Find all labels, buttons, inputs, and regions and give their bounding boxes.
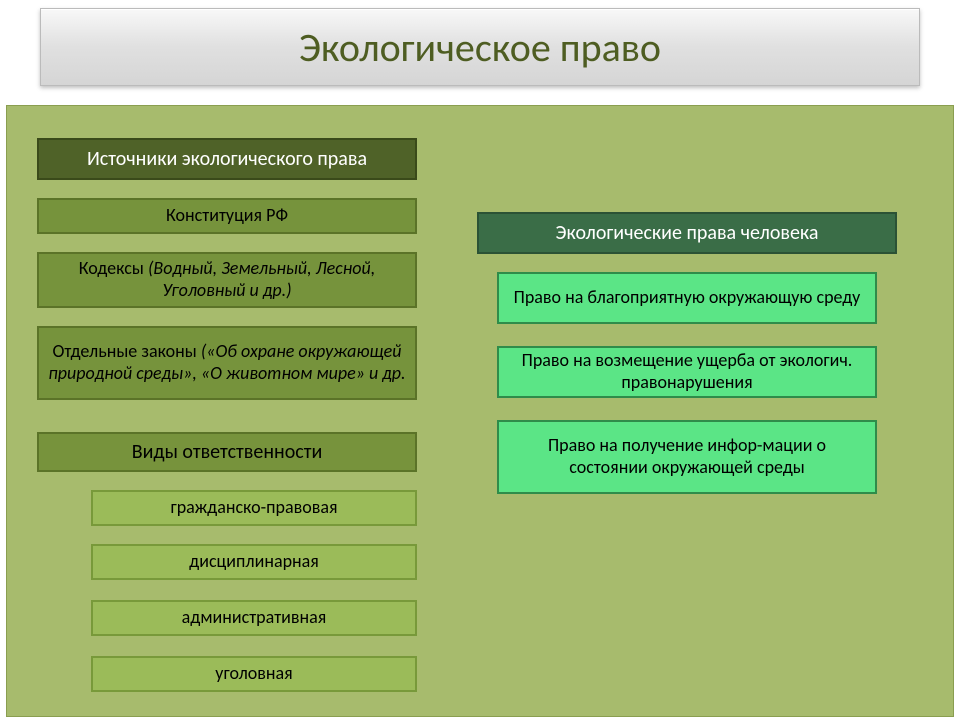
right-3: Право на получение инфор-мации о состоян…: [497, 420, 877, 494]
types-header: Виды ответственности: [37, 432, 417, 472]
type-admin: административная: [91, 600, 417, 636]
source-codes: Кодексы (Водный, Земельный, Лесной, Угол…: [37, 252, 417, 308]
source-codes-text: Кодексы (Водный, Земельный, Лесной, Угол…: [47, 258, 407, 301]
types-header-text: Виды ответственности: [132, 440, 323, 464]
type-disciplinary-text: дисциплинарная: [189, 551, 319, 573]
right-2-text: Право на возмещение ущерба от экологич. …: [507, 350, 867, 393]
source-laws-text: Отдельные законы («Об охране окружающей …: [47, 341, 407, 384]
type-criminal-text: уголовная: [215, 663, 292, 685]
right-2: Право на возмещение ущерба от экологич. …: [497, 346, 877, 398]
sources-header-text: Источники экологического права: [87, 147, 367, 171]
source-laws: Отдельные законы («Об охране окружающей …: [37, 326, 417, 400]
rights-header-text: Экологические права человека: [556, 221, 819, 245]
title-text: Экологическое право: [299, 23, 661, 72]
source-constitution: Конституция РФ: [37, 198, 417, 234]
type-civil-text: гражданско-правовая: [171, 497, 338, 519]
main-panel: Источники экологического права Конституц…: [6, 105, 954, 717]
source-codes-plain: Кодексы: [79, 257, 148, 279]
sources-header: Источники экологического права: [37, 138, 417, 180]
source-constitution-text: Конституция РФ: [166, 205, 288, 227]
rights-header: Экологические права человека: [477, 212, 897, 254]
right-3-text: Право на получение инфор-мации о состоян…: [507, 435, 867, 478]
type-admin-text: административная: [182, 607, 327, 629]
source-laws-plain: Отдельные законы: [52, 340, 200, 362]
type-civil: гражданско-правовая: [91, 490, 417, 526]
source-codes-italic: (Водный, Земельный, Лесной, Уголовный и …: [148, 257, 375, 301]
right-1: Право на благоприятную окружающую среду: [497, 272, 877, 324]
type-criminal: уголовная: [91, 656, 417, 692]
right-1-text: Право на благоприятную окружающую среду: [514, 287, 861, 309]
type-disciplinary: дисциплинарная: [91, 544, 417, 580]
page-title: Экологическое право: [40, 8, 920, 86]
